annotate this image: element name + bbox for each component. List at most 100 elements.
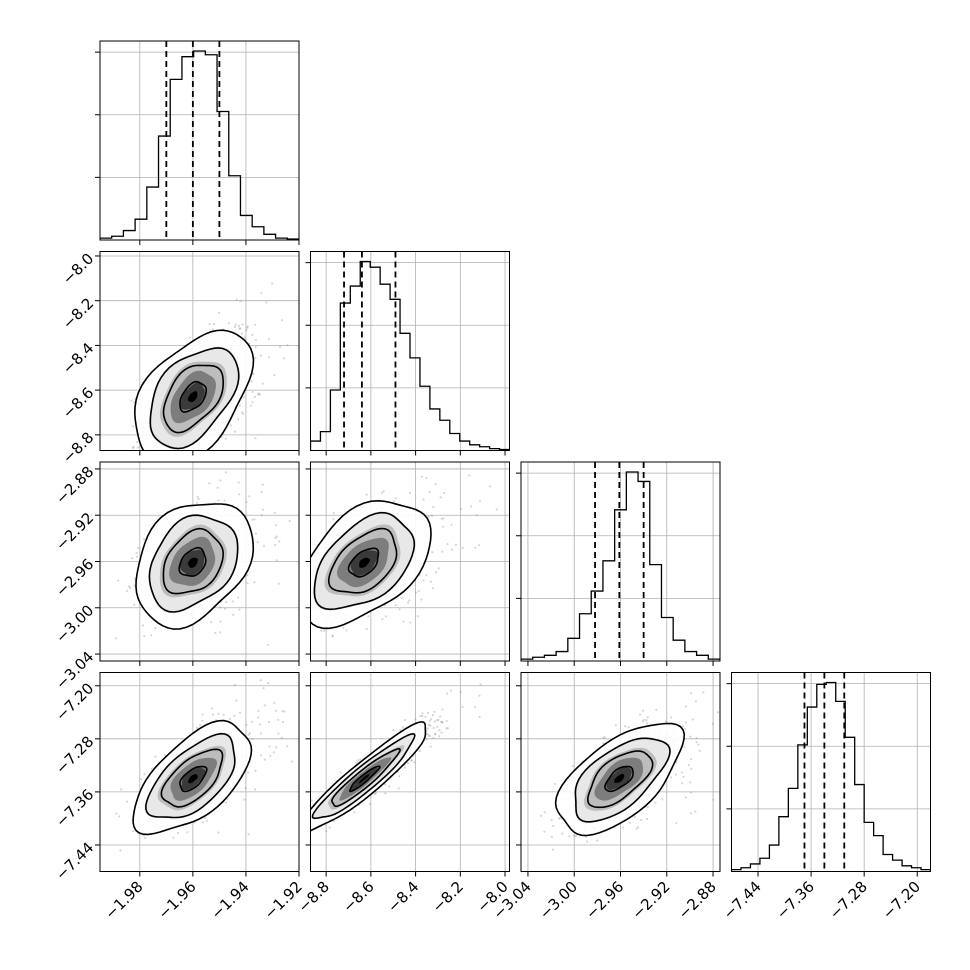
scatter-point bbox=[552, 824, 555, 828]
density-fill-level bbox=[359, 557, 370, 568]
scatter-point bbox=[217, 499, 220, 502]
scatter-point bbox=[675, 822, 678, 825]
scatter-point bbox=[398, 608, 401, 611]
scatter-point bbox=[358, 758, 362, 761]
scatter-point bbox=[258, 723, 261, 726]
scatter-point bbox=[273, 374, 276, 377]
scatter-point bbox=[130, 399, 133, 402]
scatter-point bbox=[251, 390, 254, 394]
scatter-point bbox=[403, 766, 407, 769]
scatter-point bbox=[450, 523, 453, 527]
scatter-point bbox=[602, 742, 605, 745]
scatter-point bbox=[225, 801, 228, 804]
scatter-point bbox=[140, 778, 143, 781]
scatter-point bbox=[118, 815, 121, 818]
scatter-point bbox=[268, 745, 271, 748]
scatter-point bbox=[427, 723, 430, 727]
scatter-point bbox=[212, 323, 216, 326]
scatter-point bbox=[245, 723, 248, 726]
scatter-point bbox=[129, 586, 132, 590]
density-panel-4 bbox=[289, 672, 510, 877]
panel-frame bbox=[310, 251, 510, 451]
scatter-point bbox=[397, 787, 400, 790]
scatter-point bbox=[150, 634, 153, 637]
scatter-point bbox=[374, 792, 378, 795]
scatter-point bbox=[239, 327, 242, 330]
scatter-point bbox=[310, 799, 313, 802]
y-tick-label: −8.2 bbox=[59, 294, 97, 332]
scatter-point bbox=[427, 515, 430, 518]
scatter-point bbox=[250, 720, 254, 723]
scatter-point bbox=[689, 781, 692, 784]
scatter-point bbox=[438, 735, 441, 738]
scatter-point bbox=[223, 499, 226, 502]
contour-line bbox=[574, 737, 671, 823]
scatter-point bbox=[440, 720, 443, 723]
scatter-point bbox=[237, 596, 240, 599]
scatter-point bbox=[424, 715, 427, 718]
scatter-point bbox=[201, 821, 204, 824]
scatter-point bbox=[384, 783, 387, 786]
scatter-point bbox=[172, 836, 175, 839]
scatter-point bbox=[596, 839, 599, 842]
scatter-point bbox=[408, 599, 411, 602]
scatter-point bbox=[251, 738, 254, 741]
scatter-point bbox=[365, 627, 368, 631]
scatter-point bbox=[257, 392, 260, 395]
contour-line bbox=[160, 748, 224, 808]
scatter-point bbox=[450, 548, 453, 551]
scatter-point bbox=[684, 796, 687, 799]
scatter-point bbox=[342, 626, 345, 629]
scatter-point bbox=[681, 782, 684, 785]
scatter-point bbox=[304, 369, 306, 371]
scatter-point bbox=[258, 393, 261, 396]
scatter-point bbox=[712, 798, 715, 801]
scatter-point bbox=[420, 475, 424, 478]
scatter-point bbox=[434, 571, 438, 574]
scatter-point bbox=[301, 831, 303, 833]
scatter-point bbox=[249, 404, 252, 407]
scatter-point bbox=[459, 690, 462, 694]
scatter-point bbox=[414, 718, 417, 721]
y-tick-label: −2.88 bbox=[52, 463, 97, 508]
scatter-point bbox=[400, 596, 403, 600]
scatter-point bbox=[437, 718, 440, 722]
scatter-point bbox=[432, 587, 435, 590]
scatter-point bbox=[250, 380, 253, 383]
scatter-point bbox=[243, 798, 246, 801]
scatter-point bbox=[117, 579, 120, 582]
density-panel-3 bbox=[95, 672, 321, 877]
scatter-point bbox=[725, 761, 727, 763]
scatter-point bbox=[437, 567, 440, 570]
scatter-point bbox=[224, 437, 227, 440]
scatter-point bbox=[319, 700, 321, 702]
scatter-point bbox=[233, 325, 236, 328]
scatter-point bbox=[254, 532, 257, 535]
scatter-point bbox=[305, 586, 307, 588]
scatter-point bbox=[331, 635, 334, 638]
scatter-point bbox=[332, 512, 335, 515]
scatter-point bbox=[683, 746, 686, 749]
scatter-point bbox=[716, 711, 719, 714]
scatter-point bbox=[144, 837, 147, 840]
scatter-point bbox=[289, 842, 291, 844]
scatter-point bbox=[252, 372, 255, 376]
scatter-point bbox=[256, 393, 259, 396]
scatter-point bbox=[356, 759, 359, 762]
scatter-point bbox=[404, 718, 407, 722]
scatter-point bbox=[436, 725, 439, 729]
scatter-point bbox=[292, 825, 294, 827]
scatter-point bbox=[247, 733, 250, 736]
scatter-point bbox=[711, 722, 715, 725]
scatter-point bbox=[299, 848, 301, 850]
scatter-point bbox=[277, 718, 280, 722]
scatter-point bbox=[204, 816, 207, 820]
scatter-point bbox=[654, 801, 657, 804]
scatter-point bbox=[211, 713, 215, 716]
scatter-point bbox=[695, 736, 698, 740]
scatter-point bbox=[288, 520, 291, 523]
scatter-point bbox=[586, 840, 589, 843]
scatter-point bbox=[282, 357, 285, 360]
scatter-point bbox=[355, 761, 358, 764]
scatter-point bbox=[188, 336, 192, 339]
